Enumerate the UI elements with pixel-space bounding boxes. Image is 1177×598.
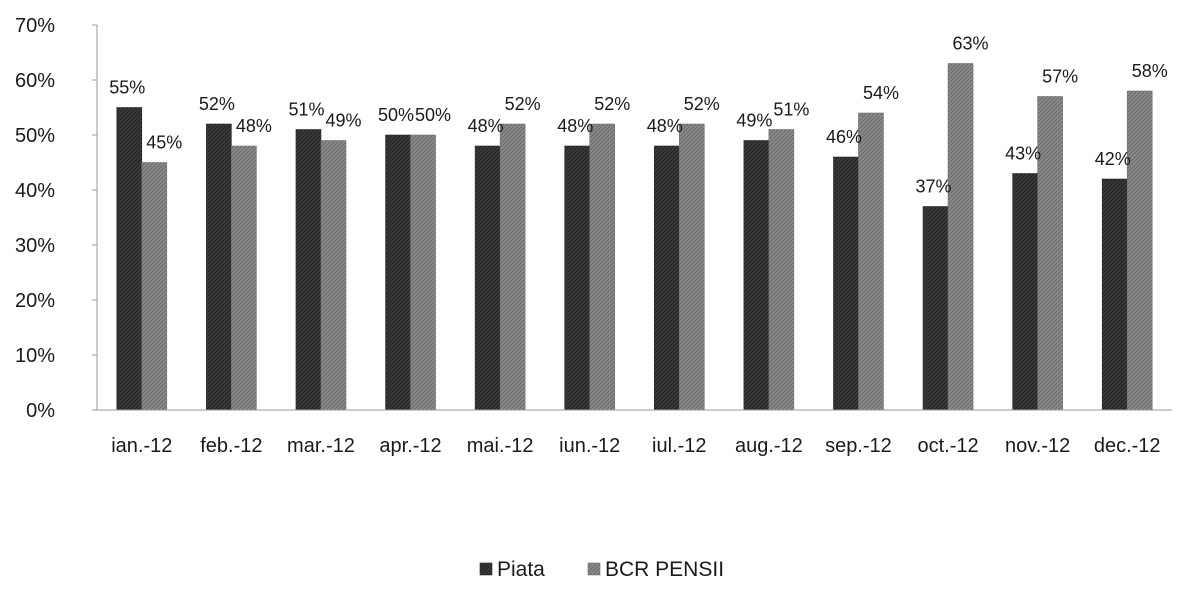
data-label: 48%: [468, 116, 504, 136]
data-label: 58%: [1132, 61, 1168, 81]
data-label: 48%: [557, 116, 593, 136]
x-tick-label: dec.-12: [1094, 435, 1161, 457]
data-label: 45%: [146, 133, 182, 153]
data-label: 52%: [684, 94, 720, 114]
bar-piata: [922, 206, 949, 411]
x-axis: ian.-12 feb.-12 mar.-12 apr.-12 mai.-12 iun.-…: [97, 409, 1172, 457]
y-tick-label: 0%: [26, 400, 55, 422]
data-label: 52%: [505, 94, 541, 114]
bar-piata: [564, 145, 591, 411]
bar-bcr-pensii: [678, 123, 705, 411]
bar-piata: [833, 156, 859, 411]
data-label: 51%: [773, 100, 809, 120]
x-tick-label: mar.-12: [287, 435, 355, 457]
bar-piata: [206, 123, 232, 411]
bar-bcr-pensii: [768, 129, 795, 411]
data-label: 43%: [1005, 144, 1041, 164]
bar-piata: [743, 140, 770, 411]
data-label: 52%: [199, 94, 235, 114]
legend-label: BCR PENSII: [605, 558, 724, 581]
data-label: 48%: [236, 116, 272, 136]
bar-bcr-pensii: [141, 162, 168, 411]
bar-bcr-pensii: [499, 123, 526, 411]
data-label: 54%: [863, 83, 899, 103]
bar-bcr-pensii: [410, 134, 436, 411]
data-label: 46%: [826, 127, 862, 147]
y-tick-label: 40%: [15, 180, 55, 202]
bar-bcr-pensii: [947, 63, 974, 411]
data-labels: 55%45%52%48%51%49% 50% 50%48%52%48%52%48%5…: [109, 34, 1167, 197]
data-label: 48%: [647, 116, 683, 136]
x-tick-label: feb.-12: [200, 435, 262, 457]
x-tick-label: iul.-12: [652, 435, 706, 457]
data-label: 51%: [288, 100, 324, 120]
x-tick-label: ian.-12: [111, 435, 172, 457]
bar-piata: [653, 145, 680, 411]
y-tick-label: 70%: [15, 15, 55, 37]
legend: Piata BCR PENSII: [479, 558, 724, 581]
bar-piata: [116, 107, 143, 411]
legend-swatch: [587, 562, 601, 576]
bar-piata: [1012, 173, 1038, 411]
legend-label: Piata: [497, 558, 545, 581]
bar-piata: [1101, 178, 1128, 411]
legend-swatch: [479, 562, 493, 576]
x-tick-label: mai.-12: [467, 435, 534, 457]
data-label: 57%: [1042, 67, 1078, 87]
data-label: 50%: [415, 105, 451, 125]
data-label: 42%: [1095, 149, 1131, 169]
bar-bcr-pensii: [231, 145, 257, 411]
data-label: 50%: [378, 105, 414, 125]
bars: [116, 63, 1153, 411]
y-tick-label: 20%: [15, 290, 55, 312]
data-label: 52%: [594, 94, 630, 114]
bar-piata: [385, 134, 411, 411]
bar-bcr-pensii: [1126, 90, 1153, 411]
bar-bcr-pensii: [858, 112, 884, 411]
data-label: 49%: [325, 111, 361, 131]
y-tick-label: 60%: [15, 70, 55, 92]
y-axis: 0% 10% 20% 30% 40% 50% 60% 70%: [15, 15, 98, 422]
y-tick-label: 50%: [15, 125, 55, 147]
x-tick-label: nov.-12: [1005, 435, 1070, 457]
x-tick-label: iun.-12: [559, 435, 620, 457]
data-label: 55%: [109, 78, 145, 98]
bar-bcr-pensii: [589, 123, 616, 411]
data-label: 49%: [736, 111, 772, 131]
bar-bcr-pensii: [1037, 96, 1063, 411]
x-tick-label: oct.-12: [917, 435, 978, 457]
bar-piata: [295, 129, 322, 411]
y-tick-label: 30%: [15, 235, 55, 257]
x-tick-label: sep.-12: [825, 435, 892, 457]
x-tick-label: aug.-12: [735, 435, 803, 457]
bar-bcr-pensii: [320, 140, 347, 411]
y-tick-label: 10%: [15, 345, 55, 367]
data-label: 37%: [916, 177, 952, 197]
data-label: 63%: [953, 34, 989, 54]
bar-piata: [474, 145, 501, 411]
x-tick-label: apr.-12: [379, 435, 441, 457]
